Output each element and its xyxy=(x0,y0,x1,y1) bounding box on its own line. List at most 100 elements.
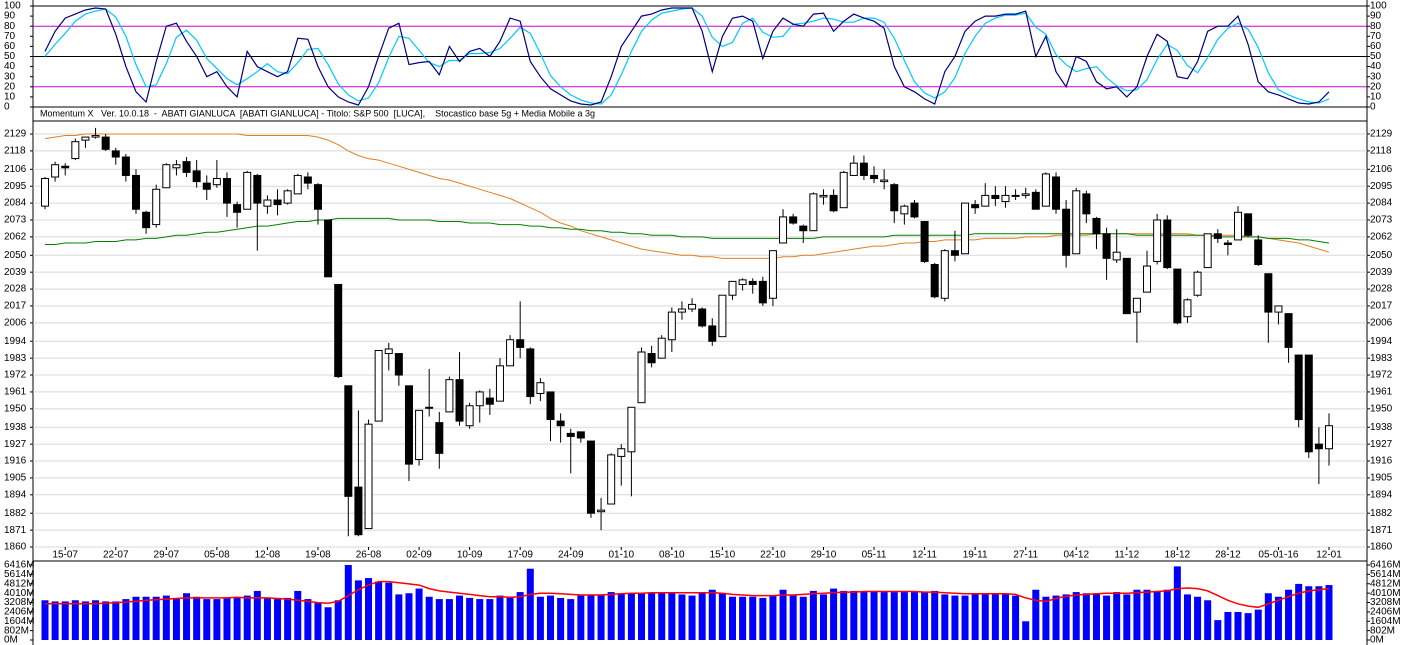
x-tick-label: 22-07 xyxy=(103,550,129,561)
x-tick-label: 05-01-16 xyxy=(1258,550,1298,561)
y-tick-label: 2084 xyxy=(1370,198,1393,209)
candle-body xyxy=(526,348,535,398)
volume-bar xyxy=(860,592,868,640)
volume-bar xyxy=(951,595,959,640)
volume-bar xyxy=(708,589,716,640)
volume-bar xyxy=(627,593,635,640)
volume-bar xyxy=(648,593,656,640)
y-tick-label: 2118 xyxy=(4,146,26,157)
candle-body xyxy=(1294,354,1303,421)
volume-bar xyxy=(1042,596,1050,640)
candle-body xyxy=(1112,251,1121,261)
volume-bar xyxy=(334,600,342,640)
y-tick-label: 0M xyxy=(4,635,18,645)
candle-body xyxy=(131,174,140,210)
volume-bar xyxy=(1305,586,1313,640)
x-tick-label: 12-08 xyxy=(255,550,281,561)
candle-body xyxy=(991,194,1000,199)
candle-body xyxy=(647,353,656,364)
volume-bar xyxy=(1022,621,1030,640)
candle-body xyxy=(900,205,909,215)
candle-body xyxy=(1304,354,1313,453)
volume-bar xyxy=(395,594,403,640)
y-tick-label: 1938 xyxy=(4,422,27,433)
moving-average xyxy=(45,217,1330,245)
volume-bar xyxy=(415,588,423,640)
volume-bar xyxy=(728,596,736,640)
candle-body xyxy=(607,454,616,505)
volume-bar xyxy=(142,596,150,640)
volume-bar xyxy=(1194,596,1202,640)
volume-bar xyxy=(1244,613,1252,640)
candle-body xyxy=(121,156,130,176)
candle-body xyxy=(1183,299,1192,318)
candle-body xyxy=(354,486,363,536)
candle-body xyxy=(809,193,818,232)
volume-bar xyxy=(1113,592,1121,640)
volume-bar xyxy=(41,600,49,640)
candle-body xyxy=(1234,211,1243,241)
volume-bar xyxy=(213,599,221,640)
candle-body xyxy=(495,365,504,402)
candle-body xyxy=(758,280,767,304)
candle-body xyxy=(1173,268,1182,324)
volume-bar xyxy=(1204,600,1212,640)
y-tick-label: 6416M xyxy=(1370,560,1401,571)
candle-body xyxy=(738,279,747,285)
candle-body xyxy=(415,409,424,460)
x-tick-label: 28-12 xyxy=(1215,550,1241,561)
candle-body xyxy=(576,431,585,439)
candle-body xyxy=(910,202,919,218)
volume-bar xyxy=(809,590,817,640)
candle-body xyxy=(1082,193,1091,215)
candle-body xyxy=(1163,219,1172,269)
candle-body xyxy=(293,174,302,195)
volume-bar xyxy=(1224,611,1232,640)
volume-bar xyxy=(638,593,646,640)
y-tick-label: 1604M xyxy=(1370,616,1401,627)
y-tick-label: 4010M xyxy=(1370,588,1401,599)
candle-body xyxy=(849,162,858,176)
volume-bar xyxy=(1285,589,1293,640)
volume-bar xyxy=(1274,596,1282,640)
volume-bar xyxy=(688,595,696,640)
volume-bar xyxy=(102,601,110,640)
candle-body xyxy=(728,280,737,296)
candle-body xyxy=(1092,217,1101,235)
y-tick-label: 1860 xyxy=(1370,542,1393,553)
volume-bar xyxy=(1315,586,1323,640)
candle-body xyxy=(789,216,798,224)
candle-body xyxy=(799,225,808,232)
y-tick-label: 1983 xyxy=(1370,353,1393,364)
volume-bar xyxy=(617,593,625,640)
volume-bar xyxy=(1295,583,1303,640)
volume-bar xyxy=(698,592,706,640)
y-tick-label: 2028 xyxy=(1370,284,1393,295)
volume-bar xyxy=(1264,593,1272,640)
volume-bar xyxy=(344,565,352,640)
volume-bar xyxy=(263,597,271,640)
y-tick-label: 802M xyxy=(1370,625,1395,636)
volume-bar xyxy=(547,595,555,640)
volume-bar xyxy=(587,594,595,640)
y-tick-label: 2095 xyxy=(1370,181,1393,192)
volume-bar xyxy=(850,590,858,640)
volume-bar xyxy=(476,599,484,640)
candle-body xyxy=(870,174,879,180)
x-tick-label: 11-12 xyxy=(1114,550,1139,561)
candle-body xyxy=(1011,194,1020,197)
candle-body xyxy=(485,397,494,405)
volume-bar xyxy=(233,597,241,640)
stochastic-line xyxy=(44,7,1330,106)
candle-body xyxy=(324,219,333,278)
y-tick-label: 1871 xyxy=(4,525,27,536)
y-tick-label: 1927 xyxy=(1370,439,1393,450)
x-tick-label: 18-12 xyxy=(1165,550,1191,561)
candle-body xyxy=(212,178,221,186)
candle-body xyxy=(1102,233,1111,259)
volume-bar xyxy=(314,602,322,640)
volume-bar xyxy=(1254,609,1262,640)
candle-body xyxy=(1132,297,1141,313)
candle-body xyxy=(445,379,454,413)
candle-body xyxy=(91,135,100,138)
